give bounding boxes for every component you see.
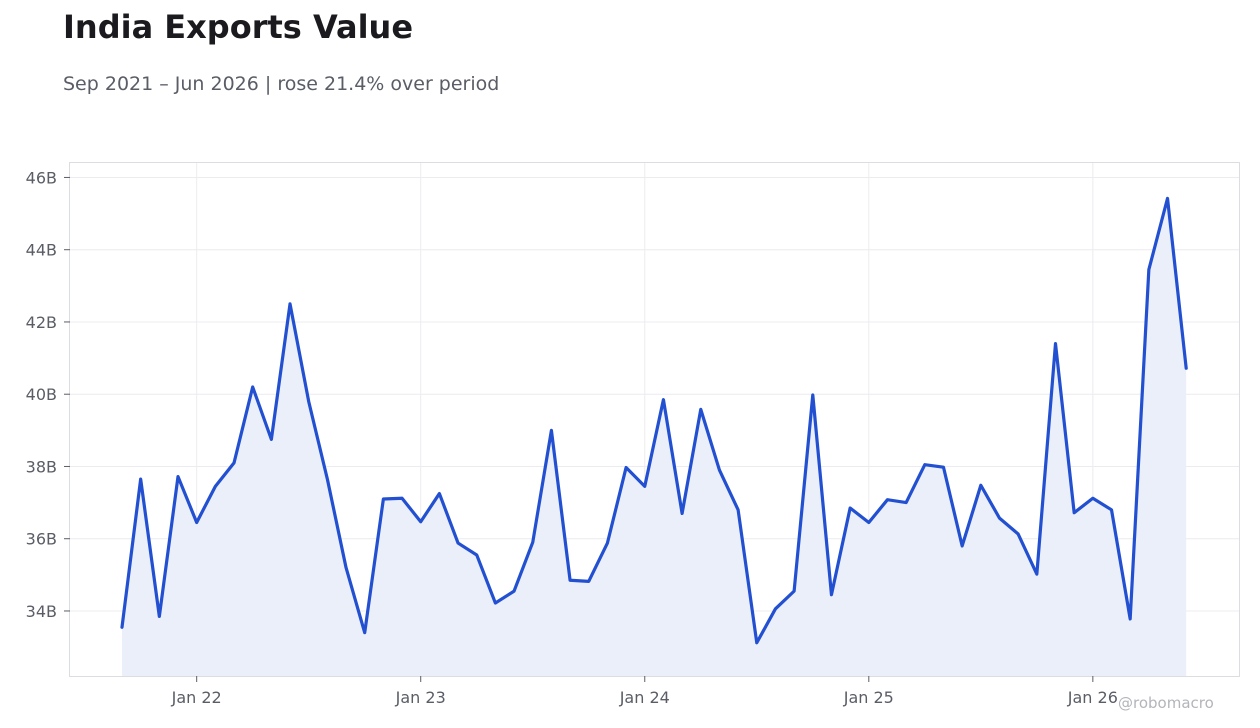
x-axis: Jan 22 Jan 23 Jan 24 Jan 25 Jan 26 — [171, 676, 1118, 707]
data-point — [1035, 572, 1039, 576]
data-point — [736, 508, 740, 512]
data-point — [867, 520, 871, 524]
y-tick-label: 44B — [26, 241, 57, 260]
data-point — [1166, 196, 1170, 200]
area-fill — [122, 198, 1187, 676]
data-point — [549, 428, 553, 432]
x-tick-label: Jan 23 — [395, 688, 446, 707]
y-tick-label: 38B — [26, 457, 57, 476]
data-point — [139, 477, 143, 481]
data-point — [456, 541, 460, 545]
chart-subtitle: Sep 2021 – Jun 2026 | rose 21.4% over pe… — [63, 73, 500, 95]
data-point — [120, 625, 124, 629]
data-point — [1091, 496, 1095, 500]
data-point — [904, 501, 908, 505]
data-point — [960, 544, 964, 548]
data-point — [1054, 342, 1058, 346]
watermark: @robomacro — [1118, 694, 1214, 712]
data-point — [829, 593, 833, 597]
y-tick-label: 46B — [26, 168, 57, 187]
x-tick-label: Jan 25 — [843, 688, 894, 707]
data-point — [624, 466, 628, 470]
data-point — [419, 520, 423, 524]
data-point — [680, 511, 684, 515]
data-point — [717, 468, 721, 472]
y-axis: 34B 36B 38B 40B 42B 44B 46B — [26, 168, 70, 621]
data-point — [344, 566, 348, 570]
series-line — [120, 196, 1188, 645]
data-point — [1128, 617, 1132, 621]
data-point — [1072, 511, 1076, 515]
data-point — [325, 477, 329, 481]
data-point — [157, 614, 161, 618]
data-point — [605, 541, 609, 545]
data-point — [1016, 532, 1020, 536]
data-point — [232, 461, 236, 465]
data-point — [773, 607, 777, 611]
data-point — [661, 398, 665, 402]
y-tick-label: 34B — [26, 602, 57, 621]
data-point — [997, 516, 1001, 520]
x-tick-label: Jan 22 — [171, 688, 222, 707]
data-point — [755, 641, 759, 645]
y-tick-label: 40B — [26, 385, 57, 404]
chart-title: India Exports Value — [63, 8, 414, 46]
data-point — [848, 506, 852, 510]
data-point — [979, 483, 983, 487]
data-point — [699, 407, 703, 411]
data-point — [176, 475, 180, 479]
data-point — [1147, 268, 1151, 272]
data-point — [307, 399, 311, 403]
data-point — [363, 631, 367, 635]
data-point — [475, 553, 479, 557]
y-tick-label: 42B — [26, 313, 57, 332]
data-point — [400, 496, 404, 500]
data-point — [885, 498, 889, 502]
data-point — [512, 589, 516, 593]
data-point — [251, 385, 255, 389]
data-point — [493, 601, 497, 605]
data-point — [195, 520, 199, 524]
y-tick-label: 36B — [26, 530, 57, 549]
plot-frame — [69, 162, 1240, 677]
data-point — [941, 465, 945, 469]
data-point — [792, 589, 796, 593]
data-point — [269, 437, 273, 441]
data-point — [811, 393, 815, 397]
data-point — [643, 484, 647, 488]
x-tick-label: Jan 26 — [1067, 688, 1118, 707]
data-point — [213, 484, 217, 488]
data-point — [381, 497, 385, 501]
data-point — [531, 540, 535, 544]
data-point — [437, 492, 441, 496]
data-point — [1110, 508, 1114, 512]
data-point — [568, 578, 572, 582]
data-point — [1184, 366, 1188, 370]
x-tick-label: Jan 24 — [619, 688, 670, 707]
data-point — [923, 463, 927, 467]
data-point — [587, 579, 591, 583]
data-point — [288, 302, 292, 306]
